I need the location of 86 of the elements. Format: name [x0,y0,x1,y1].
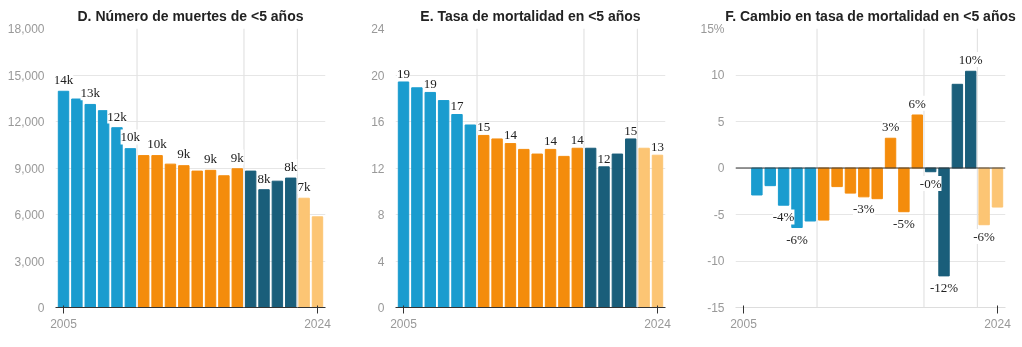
chart-title: E. Tasa de mortalidad en <5 años [420,7,641,24]
bar [965,70,977,169]
y-tick-label: -5 [713,207,725,222]
y-tick-label: 15,000 [7,68,45,83]
y-tick-label: 3,000 [14,254,45,269]
data-label: 14 [544,133,558,149]
x-tick-label: 2005 [50,316,78,331]
bar [504,143,517,308]
data-label: -0% [919,175,942,191]
bar [298,197,310,308]
y-tick-label: 15% [700,21,725,36]
data-label: 9k [230,149,245,165]
bar [777,167,790,206]
data-label: 12k [107,108,128,124]
data-label: 3% [881,119,900,135]
data-label: 12 [597,150,611,166]
y-tick-label: 18,000 [7,22,45,36]
data-label: -3% [852,201,875,217]
bar [57,90,70,308]
data-label: -4% [772,209,795,225]
data-label: 14 [570,132,585,148]
y-tick-label: 0 [37,301,45,315]
chart-title: D. Número de muertes de <5 años [77,7,304,24]
data-label: 10% [958,52,983,68]
bar [97,110,110,308]
bar [978,167,990,226]
y-tick-label: 16 [371,115,385,129]
data-label: 7k [297,179,312,195]
y-tick-label: 5 [717,114,725,129]
y-tick-label: 4 [377,254,385,269]
y-tick-label: 12,000 [7,115,45,129]
bar [991,167,1004,208]
y-tick-label: 8 [377,208,385,222]
bar [884,137,897,169]
bar [397,81,410,308]
bar [651,154,664,308]
data-label: 9k [204,151,218,167]
y-tick-label: 0 [717,161,725,175]
y-tick-label: 12 [371,161,385,176]
data-label: 14k [53,72,74,88]
bar [544,148,557,308]
data-label: -5% [893,215,915,231]
data-label: -12% [929,280,959,296]
data-label: -6% [786,231,808,247]
bar [638,147,650,308]
chart-title: F. Cambio en tasa de mortalidad en <5 años [725,7,1016,24]
y-tick-label: -15 [707,300,725,315]
bar [204,169,217,308]
bar [625,138,637,308]
y-tick-label: 9,000 [14,161,45,176]
bar [844,167,857,194]
bar [271,180,284,308]
data-label: 15 [477,119,491,135]
data-label: 9k [177,146,191,162]
bar [437,100,450,308]
data-label: 19 [423,76,437,92]
data-label: 15 [624,122,638,138]
y-tick-label: 24 [371,22,385,36]
y-tick-label: 6,000 [14,208,45,222]
bar [285,177,297,308]
data-label: 8k [284,158,298,174]
bar [911,114,923,169]
bar [898,167,910,213]
x-tick-label: 2024 [644,316,672,331]
data-label: 13 [650,139,664,155]
data-label: 14 [503,127,518,143]
y-tick-label: 10 [711,68,725,82]
data-label: 10k [120,129,141,145]
data-label: 17 [450,98,464,114]
x-tick-label: 2024 [304,316,332,331]
data-label: -6% [973,228,996,244]
x-tick-label: 2005 [390,316,418,331]
y-tick-label: 20 [371,68,385,83]
data-label: 19 [397,65,411,81]
data-label: 13k [80,85,101,101]
x-tick-label: 2024 [984,316,1012,331]
bar [611,153,624,308]
x-tick-label: 2005 [730,316,758,331]
data-label: 10k [147,136,168,152]
bar [951,83,964,169]
bar [311,216,324,308]
y-tick-label: -10 [707,254,725,268]
y-tick-label: 0 [377,301,385,315]
data-label: 6% [908,95,927,111]
data-label: 8k [257,170,272,186]
bar [164,163,177,308]
